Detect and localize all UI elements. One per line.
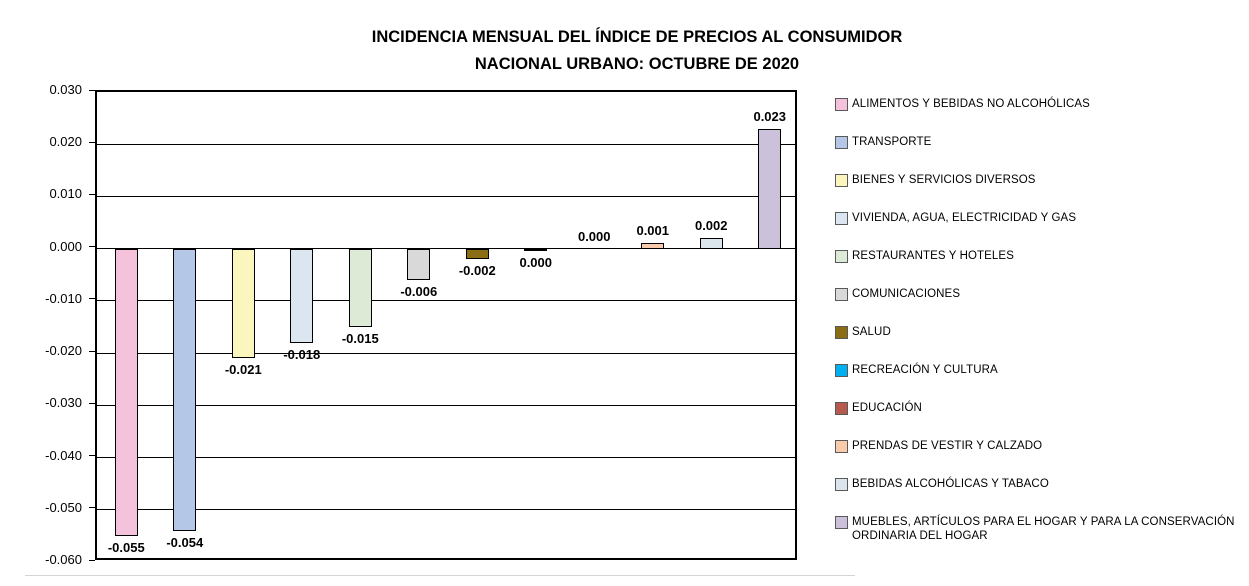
gridline — [97, 248, 795, 250]
gridline — [97, 300, 795, 302]
bar-value-label: -0.054 — [166, 534, 204, 550]
legend-swatch-icon — [835, 326, 848, 339]
legend-item: TRANSPORTE — [835, 135, 1241, 149]
legend-swatch-icon — [835, 212, 848, 225]
legend-label: ALIMENTOS Y BEBIDAS NO ALCOHÓLICAS — [852, 98, 1090, 110]
bar-1 — [114, 248, 138, 536]
bar-10 — [641, 243, 665, 249]
chart-title: INCIDENCIA MENSUAL DEL ÍNDICE DE PRECIOS… — [25, 24, 1249, 78]
legend-item: RESTAURANTES Y HOTELES — [835, 249, 1241, 263]
legend-swatch-icon — [835, 174, 848, 187]
y-axis-tick-mark — [89, 559, 95, 561]
legend-item: VIVIENDA, AGUA, ELECTRICIDAD Y GAS — [835, 211, 1241, 225]
legend-label: SALUD — [852, 326, 891, 338]
y-axis-tick-mark — [89, 141, 95, 143]
legend-label: RECREACIÓN Y CULTURA — [852, 364, 998, 376]
bar-5 — [348, 248, 372, 327]
bar-value-label: 0.023 — [753, 108, 787, 124]
legend-label: BIENES Y SERVICIOS DIVERSOS — [852, 174, 1036, 186]
y-axis-tick-label: 0.010 — [49, 186, 82, 202]
y-axis-tick-label: -0.020 — [45, 343, 82, 359]
bar-11 — [699, 238, 723, 249]
bar-value-label: -0.055 — [107, 539, 145, 555]
legend-item: EDUCACIÓN — [835, 401, 1241, 415]
legend-swatch-icon — [835, 98, 848, 111]
plot-area: -0.055 -0.054 -0.021 -0.018 -0.015 -0.006 -0.0… — [95, 90, 797, 560]
bar-value-label: -0.006 — [400, 284, 438, 299]
legend-label: BEBIDAS ALCOHÓLICAS Y TABACO — [852, 478, 1049, 490]
chart-title-line2: NACIONAL URBANO: OCTUBRE DE 2020 — [474, 55, 800, 73]
y-axis-tick-mark — [89, 193, 95, 195]
legend-item: PRENDAS DE VESTIR Y CALZADO — [835, 439, 1241, 453]
legend-swatch-icon — [835, 516, 848, 529]
legend-swatch-icon — [835, 288, 848, 301]
bar-7 — [465, 248, 489, 260]
y-axis-tick-mark — [89, 507, 95, 509]
bar-3 — [231, 248, 255, 359]
legend-item: BEBIDAS ALCOHÓLICAS Y TABACO — [835, 477, 1241, 491]
legend-swatch-icon — [835, 478, 848, 491]
y-axis-tick-mark — [89, 246, 95, 248]
legend-item: COMUNICACIONES — [835, 287, 1241, 301]
y-axis-tick-label: -0.030 — [45, 395, 82, 411]
legend-swatch-icon — [835, 364, 848, 377]
bar-value-label: -0.018 — [283, 346, 321, 362]
gridline — [97, 457, 795, 459]
bottom-divider — [25, 575, 855, 576]
legend-label: COMUNICACIONES — [852, 288, 961, 300]
y-axis-tick-label: 0.020 — [49, 134, 82, 150]
gridline — [97, 143, 795, 145]
legend-item: BIENES Y SERVICIOS DIVERSOS — [835, 173, 1241, 187]
legend-label: TRANSPORTE — [852, 136, 932, 148]
legend-label: EDUCACIÓN — [852, 402, 922, 414]
legend-swatch-icon — [835, 402, 848, 415]
gridline — [97, 509, 795, 511]
y-axis-tick-mark — [89, 402, 95, 404]
y-axis-tick-label: -0.040 — [45, 447, 82, 463]
bar-value-label: 0.000 — [577, 228, 611, 244]
gridline — [97, 195, 795, 197]
bar-value-label: -0.015 — [341, 331, 379, 346]
y-axis-tick-mark — [89, 350, 95, 352]
legend-item: SALUD — [835, 325, 1241, 339]
y-axis-tick-mark — [89, 455, 95, 457]
y-axis-tick-label: -0.050 — [45, 499, 82, 515]
bar-12 — [758, 128, 782, 249]
y-axis-tick-mark — [89, 298, 95, 300]
legend-label: VIVIENDA, AGUA, ELECTRICIDAD Y GAS — [852, 212, 1077, 224]
legend-swatch-icon — [835, 440, 848, 453]
legend-item: RECREACIÓN Y CULTURA — [835, 363, 1241, 377]
y-axis-tick-label: -0.010 — [45, 290, 82, 306]
legend-label: MUEBLES, ARTÍCULOS PARA EL HOGAR Y PARA … — [852, 516, 1235, 542]
bar-value-label: 0.002 — [694, 218, 728, 234]
y-axis-tick-mark — [89, 89, 95, 91]
gridline — [97, 352, 795, 354]
bar-6 — [407, 248, 431, 280]
bar-value-label: -0.002 — [458, 263, 496, 279]
bar-value-label: 0.001 — [636, 223, 670, 239]
legend-label: RESTAURANTES Y HOTELES — [852, 250, 1014, 262]
y-axis-tick-label: -0.060 — [45, 552, 82, 567]
legend-swatch-icon — [835, 250, 848, 263]
chart-title-line1: INCIDENCIA MENSUAL DEL ÍNDICE DE PRECIOS… — [371, 28, 903, 46]
y-axis-tick-label: 0.000 — [49, 238, 82, 254]
bar-4 — [290, 248, 314, 343]
bar-value-label: 0.000 — [519, 255, 553, 271]
bar-2 — [173, 248, 197, 531]
y-axis-tick-label: 0.030 — [49, 82, 82, 97]
legend-swatch-icon — [835, 136, 848, 149]
gridline — [97, 404, 795, 406]
legend-item: ALIMENTOS Y BEBIDAS NO ALCOHÓLICAS — [835, 97, 1241, 111]
bar-8 — [524, 248, 548, 252]
legend-item: MUEBLES, ARTÍCULOS PARA EL HOGAR Y PARA … — [835, 515, 1241, 543]
bar-value-label: -0.021 — [224, 362, 262, 378]
legend-label: PRENDAS DE VESTIR Y CALZADO — [852, 440, 1043, 452]
